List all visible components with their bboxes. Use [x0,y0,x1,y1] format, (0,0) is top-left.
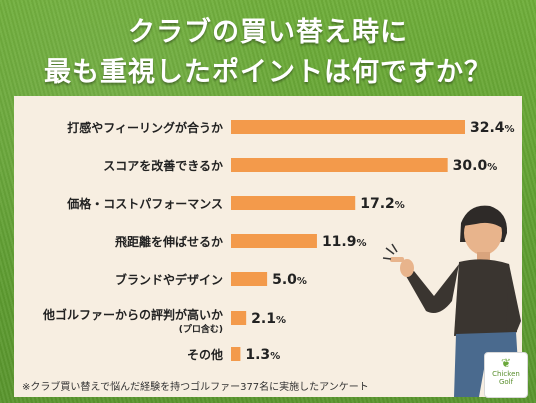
bar [231,311,247,325]
category-label: ブランドやデザイン [115,272,223,287]
logo-text-2: Golf [498,378,514,386]
category-label: その他 [187,347,223,362]
value-label: 1.3% [245,347,280,363]
bar [231,347,241,361]
bar [231,272,268,286]
bar [231,120,465,134]
bar-chart: 打感やフィーリングが合うか 32.4% スコアを改善できるか 30.0% 価格・コストパ… [42,120,522,397]
logo-text-1: Chicken [492,370,520,378]
bar [231,158,448,172]
leaf-icon: ❦ [500,356,512,370]
category-label: スコアを改善できるか [103,158,223,173]
title-line-1: クラブの買い替え時に [128,17,408,48]
chicken-golf-logo: ❦ Chicken Golf [484,352,528,398]
value-label: 30.0% [453,158,498,174]
category-label: 飛距離を伸ばせるか [114,234,223,249]
value-label: 5.0% [272,272,307,288]
title-line-2: 最も重視したポイントは何ですか？ [44,57,492,88]
person-illustration [382,205,522,397]
category-label: 打感やフィーリングが合うか [67,120,223,135]
value-label: 17.2% [360,196,405,212]
category-label: 価格・コストパフォーマンス [66,196,223,211]
bar [231,234,317,248]
footnote: ※クラブ買い替えで悩んだ経験を持つゴルファー377名に実施したアンケート [22,382,369,393]
value-label: 2.1% [251,311,286,327]
value-label: 11.9% [322,234,367,250]
bar [231,196,356,210]
category-sublabel: (プロ含む) [179,323,223,335]
category-label: 他ゴルファーからの評判が高いか [42,307,223,322]
value-label: 32.4% [470,120,515,136]
